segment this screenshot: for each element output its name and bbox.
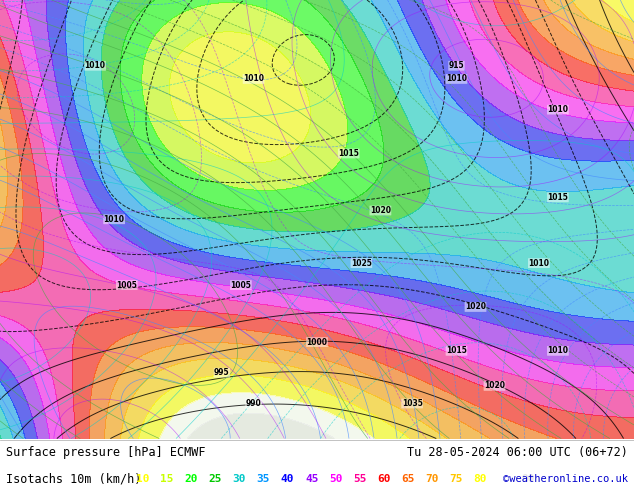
Text: 1010: 1010 — [547, 105, 569, 114]
Text: 30: 30 — [233, 474, 246, 484]
Text: 85: 85 — [498, 474, 511, 484]
Text: 70: 70 — [425, 474, 439, 484]
Text: 90: 90 — [522, 474, 535, 484]
Text: 45: 45 — [305, 474, 318, 484]
Text: 915: 915 — [449, 61, 464, 70]
Text: Isotachs 10m (km/h): Isotachs 10m (km/h) — [6, 472, 142, 485]
Text: 1020: 1020 — [465, 302, 486, 312]
Text: 1000: 1000 — [306, 338, 328, 346]
Text: 1010: 1010 — [103, 215, 125, 224]
Text: 990: 990 — [246, 399, 261, 408]
Text: 1010: 1010 — [84, 61, 106, 70]
Text: 10: 10 — [136, 474, 150, 484]
Text: 995: 995 — [214, 368, 230, 377]
Text: 1025: 1025 — [351, 259, 372, 268]
Text: 60: 60 — [377, 474, 391, 484]
Text: 55: 55 — [353, 474, 366, 484]
Text: 40: 40 — [281, 474, 294, 484]
Text: 1010: 1010 — [547, 346, 569, 355]
Text: 75: 75 — [450, 474, 463, 484]
Text: 65: 65 — [401, 474, 415, 484]
Text: ©weatheronline.co.uk: ©weatheronline.co.uk — [503, 474, 628, 484]
Text: 80: 80 — [474, 474, 487, 484]
Text: 35: 35 — [257, 474, 270, 484]
Text: 1005: 1005 — [117, 281, 137, 290]
Text: Surface pressure [hPa] ECMWF: Surface pressure [hPa] ECMWF — [6, 446, 206, 460]
Text: 20: 20 — [184, 474, 198, 484]
Text: 1020: 1020 — [484, 381, 505, 391]
Text: 1015: 1015 — [339, 149, 359, 158]
Text: 15: 15 — [160, 474, 174, 484]
Text: Tu 28-05-2024 06:00 UTC (06+72): Tu 28-05-2024 06:00 UTC (06+72) — [407, 446, 628, 460]
Text: 50: 50 — [329, 474, 342, 484]
Text: 25: 25 — [209, 474, 222, 484]
Text: 1010: 1010 — [243, 74, 264, 83]
Text: 1015: 1015 — [446, 346, 467, 355]
Text: 1010: 1010 — [446, 74, 467, 83]
Text: 1010: 1010 — [528, 259, 550, 268]
Text: 1015: 1015 — [548, 193, 568, 202]
Text: 1035: 1035 — [402, 399, 422, 408]
Text: 1005: 1005 — [231, 281, 251, 290]
Text: 1020: 1020 — [370, 206, 391, 215]
